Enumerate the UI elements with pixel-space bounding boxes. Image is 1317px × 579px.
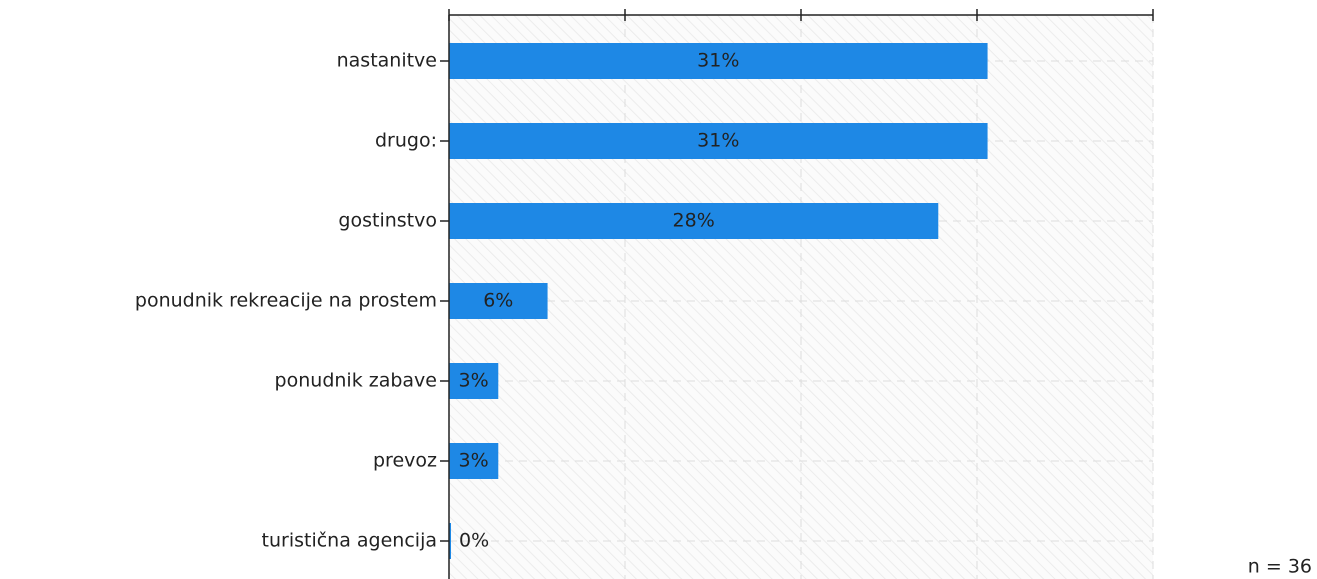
bar [449,123,988,159]
value-label: 31% [697,50,739,72]
bar [449,203,939,239]
value-label: 0% [459,530,489,552]
value-label: 3% [459,450,489,472]
y-tick-label: nastanitve [337,50,437,72]
value-label: 31% [697,130,739,152]
bar [449,523,451,559]
bar [449,283,548,319]
y-tick-label: ponudnik rekreacije na prostem [135,290,437,312]
sample-size-note: n = 36 [1248,556,1312,578]
y-tick-label: ponudnik zabave [275,370,437,392]
value-label: 3% [459,370,489,392]
bar [449,43,988,79]
y-tick-label: drugo: [375,130,437,152]
bar [449,363,499,399]
y-tick-label: turistična agencija [262,530,437,552]
value-label: 28% [673,210,715,232]
value-label: 6% [483,290,513,312]
y-tick-label: prevoz [373,450,437,472]
y-tick-label: gostinstvo [338,210,437,232]
bar [449,443,499,479]
